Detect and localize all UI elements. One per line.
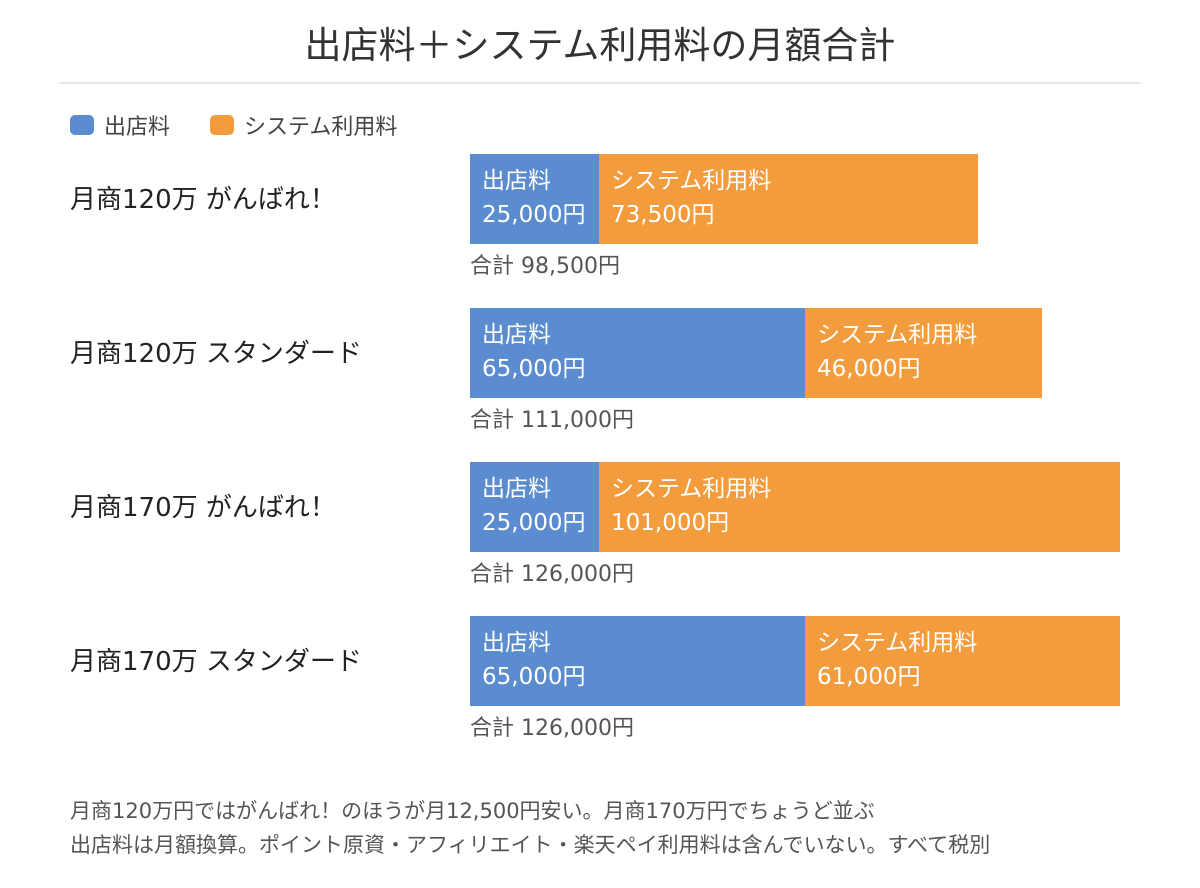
note-line: 月商120万円ではがんばれ！のほうが月12,500円安い。月商170万円でちょう… xyxy=(70,799,875,823)
segment-series-label: 出店料 xyxy=(482,168,551,194)
legend-label-system-fee: システム利用料 xyxy=(244,115,398,140)
legend-item-system-fee: システム利用料 xyxy=(210,109,397,141)
note-line: 出店料は月額換算。ポイント原資・アフィリエイト・楽天ペイ利用料は含んでいない。す… xyxy=(70,833,991,857)
segment-value-label: 61,000円 xyxy=(817,664,921,690)
segment-value-label: 46,000円 xyxy=(817,356,921,382)
stacked-bar: 出店料 25,000円 システム利用料 73,500円 xyxy=(470,154,978,244)
segment-series-label: システム利用料 xyxy=(611,476,772,502)
segment-series-label: 出店料 xyxy=(482,630,551,656)
segment-value-label: 25,000円 xyxy=(482,510,586,536)
chart-legend: 出店料 システム利用料 xyxy=(70,108,437,142)
stacked-bar: 出店料 25,000円 システム利用料 101,000円 xyxy=(470,462,1120,552)
legend-label-shop-fee: 出店料 xyxy=(104,115,171,140)
bar-segment-shop-fee: 出店料 65,000円 xyxy=(470,308,805,398)
category-label: 月商120万 スタンダード xyxy=(70,339,362,369)
row-total-label: 合計 111,000円 xyxy=(470,408,634,433)
bar-segment-shop-fee: 出店料 25,000円 xyxy=(470,462,599,552)
segment-series-label: 出店料 xyxy=(482,322,551,348)
row-total-label: 合計 98,500円 xyxy=(470,254,620,279)
chart-row: 月商120万 がんばれ！ 出店料 25,000円 システム利用料 73,500円… xyxy=(0,154,1200,304)
segment-series-label: システム利用料 xyxy=(817,630,978,656)
chart-row: 月商120万 スタンダード 出店料 65,000円 システム利用料 46,000… xyxy=(0,308,1200,458)
segment-series-label: 出店料 xyxy=(482,476,551,502)
segment-value-label: 65,000円 xyxy=(482,356,586,382)
bar-segment-shop-fee: 出店料 65,000円 xyxy=(470,616,805,706)
segment-value-label: 65,000円 xyxy=(482,664,586,690)
stacked-bar: 出店料 65,000円 システム利用料 46,000円 xyxy=(470,308,1042,398)
legend-swatch-shop-fee xyxy=(70,115,94,135)
chart-notes: 月商120万円ではがんばれ！のほうが月12,500円安い。月商170万円でちょう… xyxy=(70,794,990,862)
category-label: 月商120万 がんばれ！ xyxy=(70,185,336,215)
segment-value-label: 73,500円 xyxy=(611,202,715,228)
chart-title: 出店料＋システム利用料の月額合計 xyxy=(304,24,896,67)
segment-value-label: 25,000円 xyxy=(482,202,586,228)
row-total-label: 合計 126,000円 xyxy=(470,716,634,741)
stacked-bar: 出店料 65,000円 システム利用料 61,000円 xyxy=(470,616,1120,706)
bar-segment-system-fee: システム利用料 73,500円 xyxy=(599,154,978,244)
segment-value-label: 101,000円 xyxy=(611,510,730,536)
bar-segment-shop-fee: 出店料 25,000円 xyxy=(470,154,599,244)
legend-item-shop-fee: 出店料 xyxy=(70,109,170,141)
chart-row: 月商170万 がんばれ！ 出店料 25,000円 システム利用料 101,000… xyxy=(0,462,1200,612)
category-label: 月商170万 がんばれ！ xyxy=(70,493,336,523)
bar-segment-system-fee: システム利用料 61,000円 xyxy=(805,616,1120,706)
segment-series-label: システム利用料 xyxy=(817,322,978,348)
legend-swatch-system-fee xyxy=(210,115,235,135)
category-label: 月商170万 スタンダード xyxy=(70,647,362,677)
row-total-label: 合計 126,000円 xyxy=(470,562,634,587)
segment-series-label: システム利用料 xyxy=(611,168,772,194)
chart-row: 月商170万 スタンダード 出店料 65,000円 システム利用料 61,000… xyxy=(0,616,1200,766)
title-divider xyxy=(60,82,1140,84)
bar-segment-system-fee: システム利用料 101,000円 xyxy=(599,462,1120,552)
bar-segment-system-fee: システム利用料 46,000円 xyxy=(805,308,1042,398)
